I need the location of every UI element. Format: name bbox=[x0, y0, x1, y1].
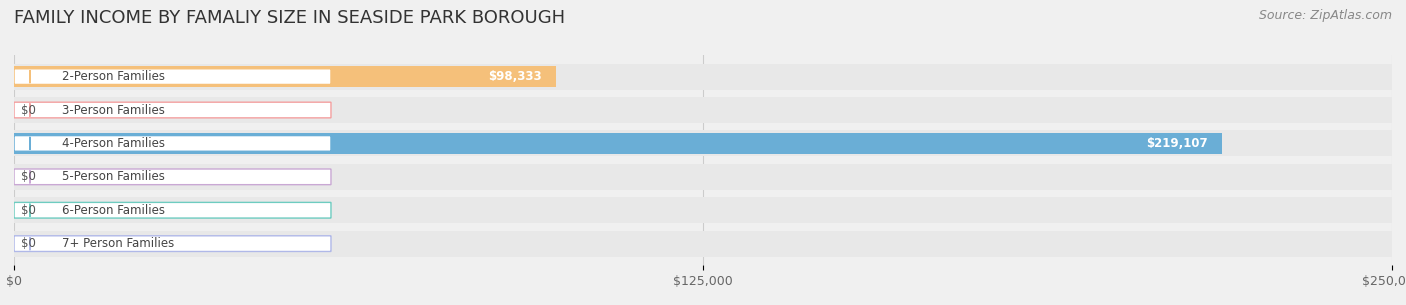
Bar bbox=[14, 97, 1392, 123]
Text: $0: $0 bbox=[21, 204, 35, 217]
Text: $0: $0 bbox=[21, 103, 35, 117]
Text: $98,333: $98,333 bbox=[489, 70, 543, 83]
Text: 2-Person Families: 2-Person Families bbox=[62, 70, 165, 83]
Text: $0: $0 bbox=[21, 170, 35, 183]
FancyBboxPatch shape bbox=[14, 236, 330, 251]
Text: Source: ZipAtlas.com: Source: ZipAtlas.com bbox=[1258, 9, 1392, 22]
Bar bbox=[14, 231, 1392, 257]
Text: 7+ Person Families: 7+ Person Families bbox=[62, 237, 174, 250]
Bar bbox=[14, 66, 555, 87]
Bar bbox=[14, 197, 1392, 223]
Bar bbox=[14, 133, 1222, 154]
Text: 3-Person Families: 3-Person Families bbox=[62, 103, 165, 117]
Text: $0: $0 bbox=[21, 237, 35, 250]
Text: 5-Person Families: 5-Person Families bbox=[62, 170, 165, 183]
Text: 6-Person Families: 6-Person Families bbox=[62, 204, 165, 217]
FancyBboxPatch shape bbox=[14, 136, 330, 151]
Bar bbox=[14, 164, 1392, 190]
FancyBboxPatch shape bbox=[14, 69, 330, 84]
FancyBboxPatch shape bbox=[14, 203, 330, 218]
FancyBboxPatch shape bbox=[14, 102, 330, 118]
Bar bbox=[14, 63, 1392, 90]
Text: $219,107: $219,107 bbox=[1146, 137, 1208, 150]
FancyBboxPatch shape bbox=[14, 169, 330, 185]
Text: FAMILY INCOME BY FAMALIY SIZE IN SEASIDE PARK BOROUGH: FAMILY INCOME BY FAMALIY SIZE IN SEASIDE… bbox=[14, 9, 565, 27]
Bar bbox=[14, 131, 1392, 156]
Text: 4-Person Families: 4-Person Families bbox=[62, 137, 165, 150]
